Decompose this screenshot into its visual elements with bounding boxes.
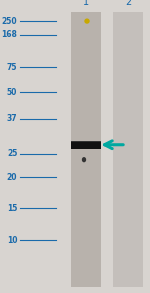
Text: 50: 50 <box>7 88 17 97</box>
Text: 20: 20 <box>7 173 17 182</box>
Text: 250: 250 <box>2 17 17 25</box>
Text: 37: 37 <box>7 114 17 123</box>
Text: 25: 25 <box>7 149 17 158</box>
Ellipse shape <box>82 157 86 162</box>
Bar <box>71 141 101 142</box>
Text: 168: 168 <box>1 30 17 39</box>
Bar <box>71 12 101 287</box>
Ellipse shape <box>84 18 90 24</box>
Text: 10: 10 <box>7 236 17 245</box>
Text: 15: 15 <box>7 204 17 212</box>
Text: 1: 1 <box>83 0 89 7</box>
Bar <box>113 12 143 287</box>
Text: 2: 2 <box>125 0 131 7</box>
Bar <box>71 141 101 149</box>
Text: 75: 75 <box>7 63 17 72</box>
